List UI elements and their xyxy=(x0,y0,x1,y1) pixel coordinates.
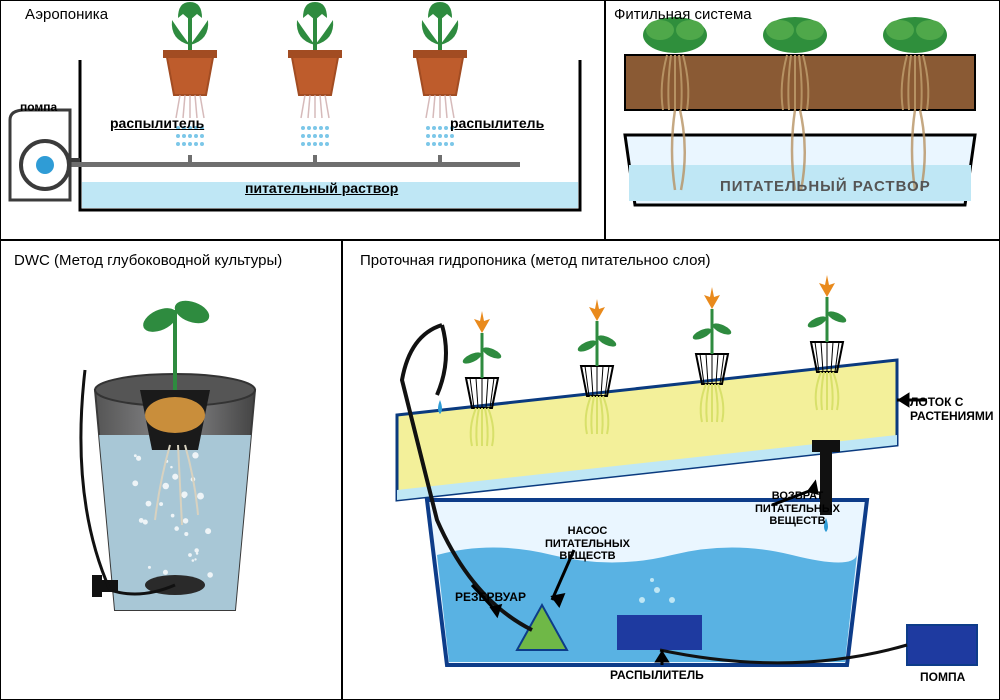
dwc-diagram xyxy=(0,240,342,700)
label-sprayer-nft: РАСПЫЛИТЕЛЬ xyxy=(610,668,704,682)
label-supply-nft: НАСОС ПИТАТЕЛЬНЫХ ВЕЩЕСТВ xyxy=(545,525,630,563)
label-return-nft: ВОЗВРАТ ПИТАТЕЛЬНЫХ ВЕЩЕСТВ xyxy=(755,490,840,528)
wick-diagram xyxy=(605,0,1000,240)
title-aero: Аэропоника xyxy=(25,6,108,23)
label-pump: помпа xyxy=(20,100,57,114)
label-tray-nft: ЛОТОК С РАСТЕНИЯМИ xyxy=(910,395,1000,423)
label-pump-nft: ПОМПА xyxy=(920,670,965,684)
title-wick: Фитильная система xyxy=(614,6,752,23)
label-spray-right: распылитель xyxy=(450,115,544,131)
label-solution-wick: ПИТАТЕЛЬНЫЙ РАСТВОР xyxy=(720,178,931,195)
label-reservoir-nft: РЕЗЕРВУАР xyxy=(455,590,526,604)
label-spray-left: распылитель xyxy=(110,115,204,131)
title-nft: Проточная гидропоника (метод питательноо… xyxy=(360,252,711,269)
label-solution-aero: питательный раствор xyxy=(245,180,398,196)
title-dwc: DWC (Метод глубоководной культуры) xyxy=(14,252,282,269)
pump-icon xyxy=(10,110,80,200)
nft-diagram xyxy=(342,240,1000,700)
